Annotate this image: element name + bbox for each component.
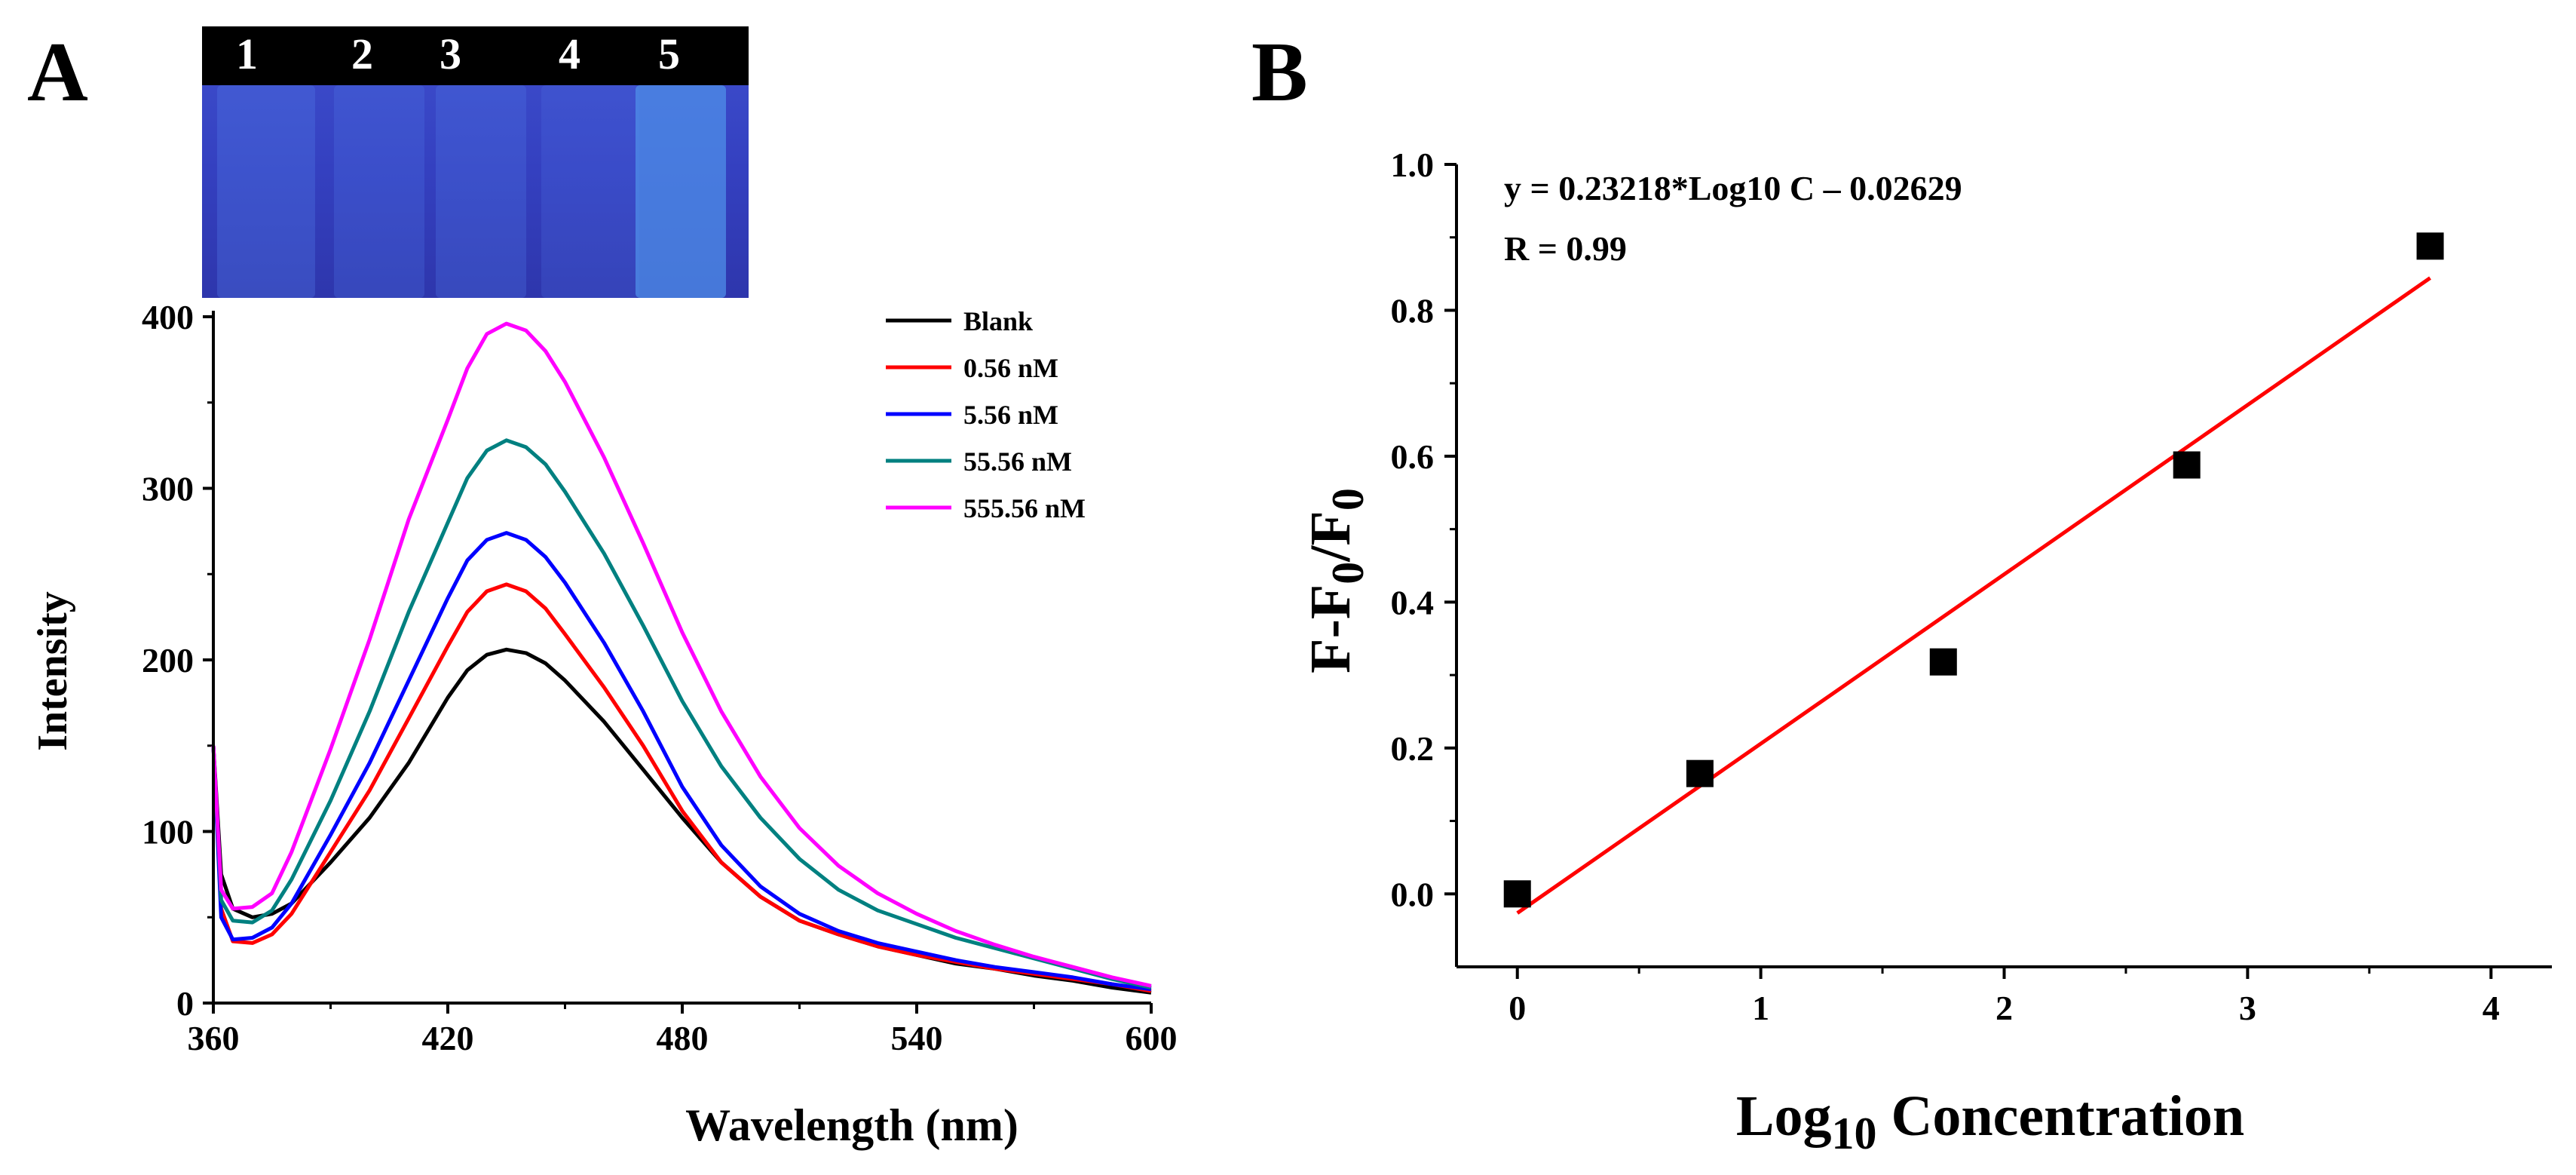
vial-number-3: 3 xyxy=(440,29,461,78)
calibration-y-axis-title: F-F0/F0 xyxy=(1299,488,1373,673)
x-title-subscript: 10 xyxy=(1832,1109,1877,1158)
legend-label-4: 55.56 nM xyxy=(963,446,1072,477)
spectra-y-tick-label: 0 xyxy=(176,984,194,1023)
spectra-x-tick-label: 600 xyxy=(1126,1019,1178,1057)
calibration-y-tick-label: 0.0 xyxy=(1391,875,1435,913)
panel-a-label: A xyxy=(27,26,88,119)
calibration-y-tick-label: 0.6 xyxy=(1391,437,1435,476)
spectra-y-tick-label: 400 xyxy=(142,298,194,336)
calibration-x-tick-label: 0 xyxy=(1509,989,1526,1027)
legend-label-3: 5.56 nM xyxy=(963,400,1058,430)
calibration-x-tick-label: 2 xyxy=(1996,989,2013,1027)
calibration-chart: 0.0 0.2 0.4 0.6 0.8 1.0 0 1 2 3 4 y = 0.23218*Log1… xyxy=(1299,146,2552,1158)
vial-photo: 1 2 3 4 5 xyxy=(202,26,749,298)
calibration-y-tick-label: 1.0 xyxy=(1391,146,1435,184)
vial-2 xyxy=(334,85,424,298)
spectra-x-tick-label: 540 xyxy=(891,1019,943,1057)
calibration-y-tick-label: 0.8 xyxy=(1391,291,1435,330)
spectra-y-tick-label: 200 xyxy=(142,641,194,680)
photo-label-bar xyxy=(202,26,749,85)
fit-r-value: R = 0.99 xyxy=(1504,229,1627,268)
series-line-3 xyxy=(211,531,1152,992)
spectra-y-axis-title: Intensity xyxy=(29,591,76,751)
vial-4 xyxy=(541,85,639,298)
x-title-log: Log xyxy=(1736,1084,1832,1148)
y-title-a: F-F xyxy=(1299,584,1362,673)
data-point-1 xyxy=(1503,880,1531,908)
series-line-4 xyxy=(211,438,1152,989)
data-point-4 xyxy=(2173,451,2201,479)
spectra-y-tick-label: 100 xyxy=(142,813,194,851)
vial-5 xyxy=(636,85,726,298)
calibration-x-tick-label: 1 xyxy=(1752,989,1769,1027)
y-title-sub2: 0 xyxy=(1323,488,1373,511)
fit-equation: y = 0.23218*Log10 C – 0.02629 xyxy=(1504,169,1962,207)
spectra-x-tick-label: 420 xyxy=(422,1019,474,1057)
spectra-x-axis-title: Wavelength (nm) xyxy=(685,1100,1018,1150)
calibration-y-tick-label: 0.2 xyxy=(1391,729,1435,768)
vial-1 xyxy=(217,85,315,298)
spectra-chart: 0 100 200 300 400 360 420 480 540 600 Wavelength… xyxy=(29,298,1178,1150)
calibration-x-tick-label: 3 xyxy=(2239,989,2256,1027)
calibration-x-tick-label: 4 xyxy=(2483,989,2500,1027)
fit-line xyxy=(1516,276,2431,915)
data-point-3 xyxy=(1929,648,1957,676)
calibration-y-tick-label: 0.4 xyxy=(1391,583,1435,621)
series-line-5 xyxy=(211,321,1152,988)
legend-label-5: 555.56 nM xyxy=(963,493,1086,523)
legend-label-2: 0.56 nM xyxy=(963,353,1058,383)
legend-label-1: Blank xyxy=(963,306,1033,336)
y-title-b: /F xyxy=(1299,511,1362,563)
spectra-y-tick-label: 300 xyxy=(142,470,194,508)
data-point-2 xyxy=(1686,759,1714,787)
calibration-x-axis-title: Log10 Concentration xyxy=(1736,1084,2244,1158)
vial-number-1: 1 xyxy=(236,29,258,78)
y-title-sub: 0 xyxy=(1323,562,1373,584)
spectra-x-tick-label: 360 xyxy=(188,1019,240,1057)
vial-3 xyxy=(436,85,526,298)
x-title-rest: Concentration xyxy=(1877,1084,2245,1148)
panel-b-label: B xyxy=(1251,26,1308,119)
spectra-x-tick-label: 480 xyxy=(657,1019,709,1057)
vial-number-2: 2 xyxy=(351,29,373,78)
vial-number-5: 5 xyxy=(658,29,680,78)
data-point-5 xyxy=(2416,232,2444,260)
vial-number-4: 4 xyxy=(559,29,580,78)
